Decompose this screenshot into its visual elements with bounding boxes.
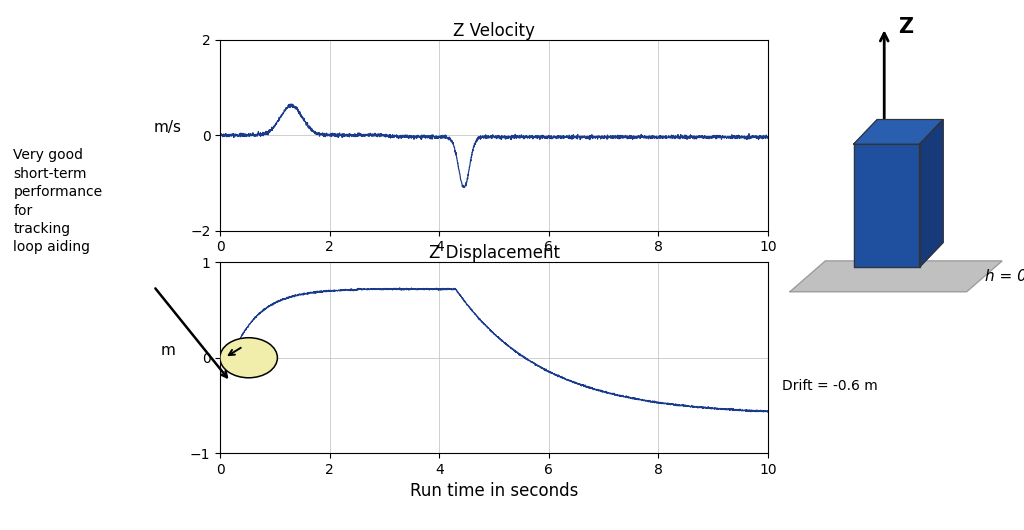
Ellipse shape [220,338,278,378]
Text: h = 0: h = 0 [985,269,1024,284]
Text: Very good
short-term
performance
for
tracking
loop aiding: Very good short-term performance for tra… [13,148,102,254]
Text: Drift = -0.6 m: Drift = -0.6 m [781,379,878,393]
Y-axis label: m/s: m/s [154,120,182,135]
Polygon shape [920,120,943,267]
Text: Z: Z [898,17,913,37]
Title: Z Displacement: Z Displacement [429,244,559,262]
Polygon shape [854,144,920,267]
Title: Z Velocity: Z Velocity [454,22,535,40]
Polygon shape [791,261,1001,292]
Y-axis label: m: m [161,343,175,358]
Polygon shape [854,120,943,144]
X-axis label: Run time in seconds: Run time in seconds [410,482,579,500]
